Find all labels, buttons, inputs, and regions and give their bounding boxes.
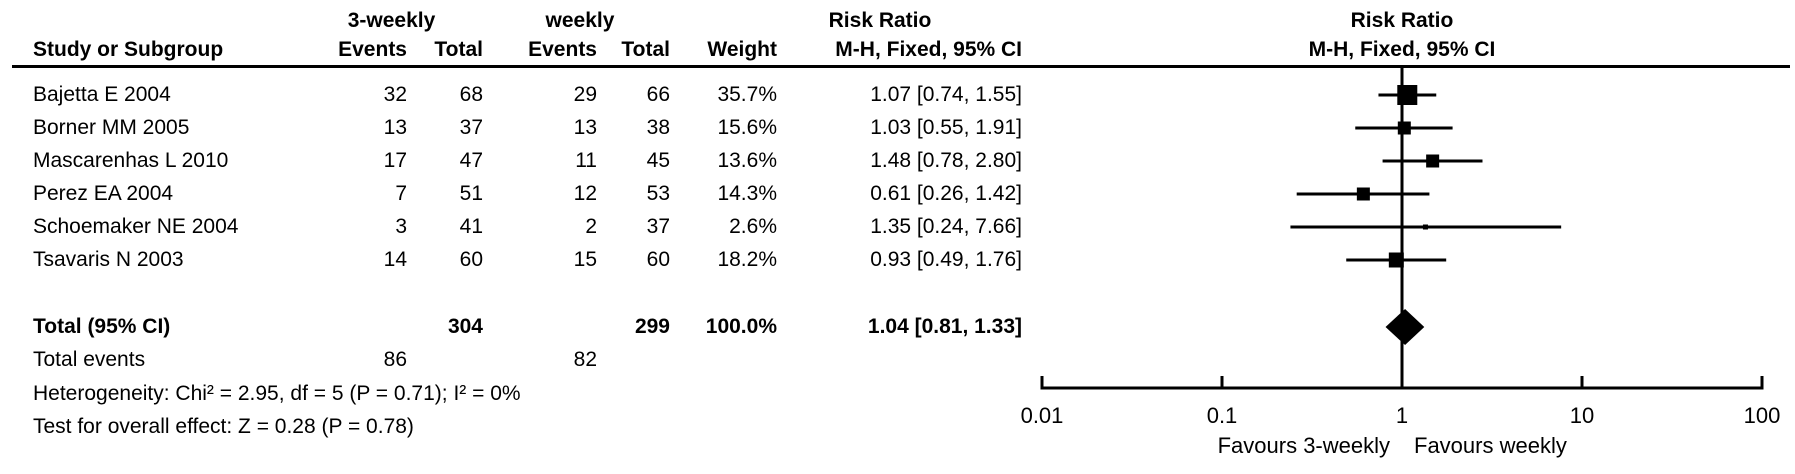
risk-ratio-header-left: Risk Ratio (828, 9, 932, 32)
study-name: Schoemaker NE 2004 (33, 215, 239, 238)
weight-sum: 100.0% (705, 315, 777, 338)
study-name: Mascarenhas L 2010 (33, 149, 229, 172)
events1-value: 7 (395, 182, 407, 205)
method-header-left: M-H, Fixed, 95% CI (835, 38, 1022, 61)
total1-sum: 304 (447, 315, 483, 338)
favours-right-label: Favours weekly (1414, 433, 1567, 458)
total1-value: 47 (459, 149, 483, 172)
study-name: Tsavaris N 2003 (33, 248, 184, 271)
risk-ratio-ci-value: 1.03 [0.55, 1.91] (870, 116, 1022, 139)
study-name: Bajetta E 2004 (33, 83, 171, 106)
axis-tick-label: 0.01 (1021, 403, 1064, 428)
events1-value: 32 (383, 83, 407, 106)
total2-value: 37 (646, 215, 670, 238)
risk-ratio-ci-value: 1.48 [0.78, 2.80] (870, 149, 1022, 172)
favours-left-label: Favours 3-weekly (1218, 433, 1390, 458)
effect-square (1388, 252, 1404, 268)
total2-value: 38 (646, 116, 670, 139)
total1-value: 68 (459, 83, 483, 106)
total2-value: 60 (646, 248, 670, 271)
total-events1-value: 86 (383, 348, 407, 371)
axis-tick-label: 100 (1744, 403, 1781, 428)
method-header-right: M-H, Fixed, 95% CI (1308, 38, 1496, 61)
total-events-label: Total events (33, 348, 146, 371)
heterogeneity-stats: Heterogeneity: Chi² = 2.95, df = 5 (P = … (33, 382, 521, 405)
study-column-header: Study or Subgroup (33, 38, 224, 61)
events1-value: 13 (383, 116, 407, 139)
weight-value: 18.2% (717, 248, 777, 271)
group2-header: weekly (545, 9, 615, 32)
risk-ratio-ci-value: 1.07 [0.74, 1.55] (870, 83, 1022, 106)
total-label: Total (95% CI) (33, 315, 171, 338)
events2-value: 2 (585, 215, 597, 238)
risk-ratio-ci-value: 1.35 [0.24, 7.66] (870, 215, 1022, 238)
total1-column-header: Total (434, 38, 483, 61)
risk-ratio-header-right: Risk Ratio (1350, 9, 1454, 32)
risk-ratio-ci-value: 0.93 [0.49, 1.76] (870, 248, 1022, 271)
total2-value: 53 (646, 182, 670, 205)
total1-value: 51 (459, 182, 483, 205)
study-name: Perez EA 2004 (33, 182, 174, 205)
weight-column-header: Weight (707, 38, 777, 61)
events1-value: 3 (395, 215, 407, 238)
pooled-risk-ratio-ci: 1.04 [0.81, 1.33] (867, 315, 1022, 338)
effect-square (1426, 154, 1440, 168)
weight-value: 35.7% (717, 83, 777, 106)
overall-effect-test: Test for overall effect: Z = 0.28 (P = 0… (33, 415, 414, 438)
effect-square (1397, 121, 1411, 135)
events2-value: 29 (573, 83, 597, 106)
weight-value: 15.6% (717, 116, 777, 139)
total2-value: 45 (646, 149, 670, 172)
events2-value: 15 (573, 248, 597, 271)
total1-value: 41 (459, 215, 483, 238)
weight-value: 2.6% (729, 215, 777, 238)
total2-value: 66 (646, 83, 670, 106)
events2-value: 12 (573, 182, 597, 205)
events1-value: 14 (383, 248, 407, 271)
events1-column-header: Events (338, 38, 407, 61)
group1-header: 3-weekly (347, 9, 436, 32)
events2-column-header: Events (528, 38, 597, 61)
effect-square (1397, 85, 1418, 105)
total2-sum: 299 (634, 315, 670, 338)
axis-tick-label: 0.1 (1207, 403, 1238, 428)
events1-value: 17 (383, 149, 407, 172)
total1-value: 37 (459, 116, 483, 139)
events2-value: 11 (575, 149, 597, 172)
weight-value: 13.6% (717, 149, 777, 172)
study-name: Borner MM 2005 (33, 116, 190, 139)
total1-value: 60 (459, 248, 483, 271)
events2-value: 13 (573, 116, 597, 139)
axis-tick-label: 10 (1570, 403, 1594, 428)
effect-square (1422, 224, 1428, 230)
total-events2-value: 82 (573, 348, 597, 371)
total-diamond (1385, 309, 1425, 345)
risk-ratio-ci-value: 0.61 [0.26, 1.42] (870, 182, 1022, 205)
total2-column-header: Total (621, 38, 670, 61)
weight-value: 14.3% (717, 182, 777, 205)
effect-square (1356, 187, 1370, 201)
axis-tick-label: 1 (1396, 403, 1408, 428)
